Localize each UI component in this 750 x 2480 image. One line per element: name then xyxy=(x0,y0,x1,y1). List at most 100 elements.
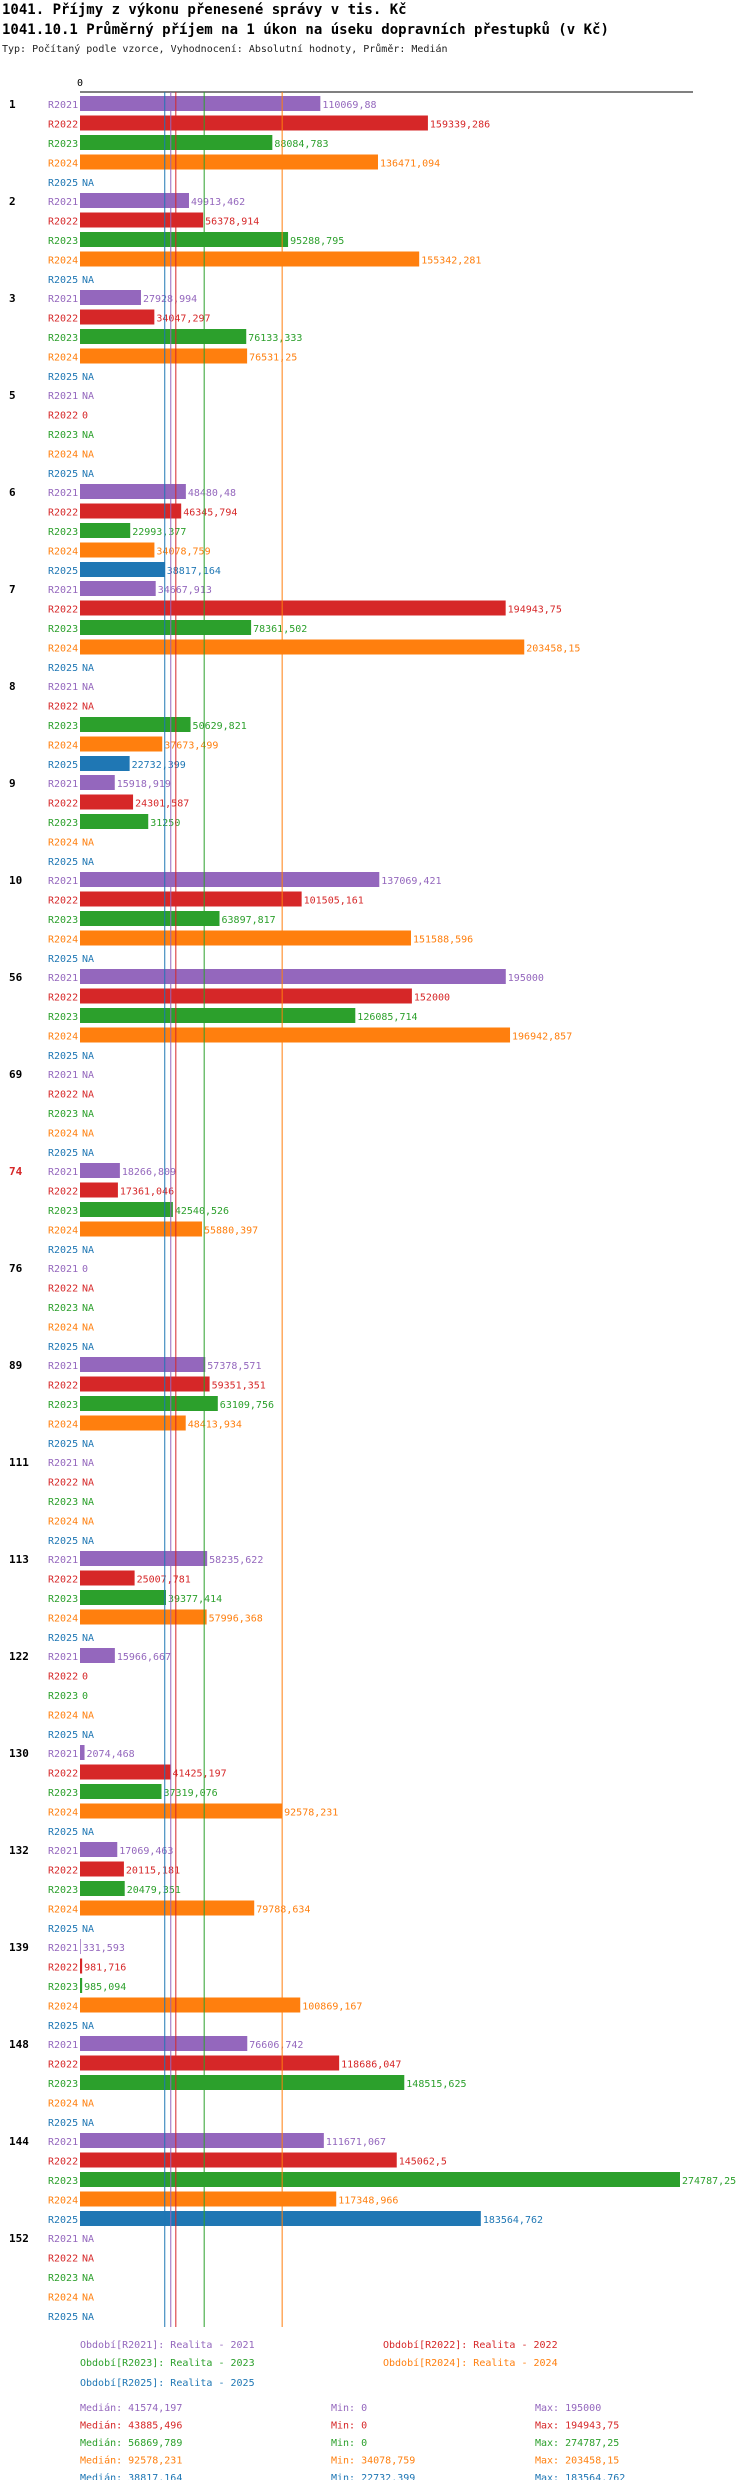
bar xyxy=(80,756,130,771)
bar-value-label: 183564,762 xyxy=(483,2215,543,2226)
bar-value-label: 37673,499 xyxy=(164,741,218,752)
series-row-label: R2024 xyxy=(48,644,78,655)
bar-value-label: 57996,368 xyxy=(209,1614,263,1625)
bar-value-label: 34078,759 xyxy=(156,547,210,558)
bar-value-label: NA xyxy=(82,1129,94,1140)
series-row-label: R2021 xyxy=(48,876,78,887)
bar-value-label: NA xyxy=(82,1342,94,1353)
series-row-label: R2022 xyxy=(48,508,78,519)
bar xyxy=(80,581,156,596)
bar xyxy=(80,1551,208,1566)
series-row-label: R2023 xyxy=(48,236,78,247)
series-row-label: R2022 xyxy=(48,799,78,810)
bar xyxy=(80,1784,162,1799)
stat-median: Medián: 92578,231 xyxy=(80,2455,182,2467)
bar xyxy=(80,1182,118,1198)
bar-value-label: NA xyxy=(82,663,94,674)
bar-value-label: NA xyxy=(82,178,94,189)
series-row-label: R2021 xyxy=(48,1749,78,1760)
bar xyxy=(80,523,131,538)
bar-value-label: 88084,783 xyxy=(274,139,328,150)
series-row-label: R2024 xyxy=(48,2293,78,2304)
series-row-label: R2023 xyxy=(48,1594,78,1605)
bar xyxy=(80,1357,206,1372)
series-row-label: R2023 xyxy=(48,1691,78,1702)
bar-value-label: 155342,281 xyxy=(421,256,481,267)
bar-value-label: NA xyxy=(82,682,94,693)
bar xyxy=(80,930,411,946)
bar-value-label: 0 xyxy=(82,411,88,422)
bar-value-label: 57378,571 xyxy=(207,1361,261,1372)
bar-value-label: 50629,821 xyxy=(193,721,247,732)
bar xyxy=(80,1415,186,1431)
series-row-label: R2021 xyxy=(48,1458,78,1469)
bar-value-label: 152000 xyxy=(414,993,450,1004)
series-row-label: R2021 xyxy=(48,197,78,208)
series-row-label: R2021 xyxy=(48,1943,78,1954)
series-row-label: R2025 xyxy=(48,1536,78,1547)
stat-max: Max: 183564,762 xyxy=(535,2473,625,2480)
bar xyxy=(80,1202,173,1217)
bar-value-label: 25007,781 xyxy=(137,1575,191,1586)
bar-value-label: NA xyxy=(82,1478,94,1489)
series-row-label: R2022 xyxy=(48,993,78,1004)
bar-value-label: NA xyxy=(82,1517,94,1528)
bar-value-label: NA xyxy=(82,2293,94,2304)
category-label: 74 xyxy=(9,1165,23,1178)
bar-value-label: 0 xyxy=(82,1672,88,1683)
series-row-label: R2021 xyxy=(48,391,78,402)
bar xyxy=(80,2172,680,2187)
series-row-label: R2025 xyxy=(48,1924,78,1935)
bar xyxy=(80,1745,85,1760)
series-row-label: R2025 xyxy=(48,760,78,771)
chart-info: Typ: Počítaný podle vzorce, Vyhodnocení:… xyxy=(2,44,448,55)
bar-value-label: NA xyxy=(82,1458,94,1469)
series-row-label: R2021 xyxy=(48,1167,78,1178)
series-row-label: R2022 xyxy=(48,2060,78,2071)
bar xyxy=(80,1008,356,1023)
series-row-label: R2025 xyxy=(48,663,78,674)
series-row-label: R2025 xyxy=(48,1148,78,1159)
bar-value-label: 194943,75 xyxy=(508,605,562,616)
bar-value-label: NA xyxy=(82,954,94,965)
bar-value-label: 49913,462 xyxy=(191,197,245,208)
bar-value-label: 76531,25 xyxy=(249,353,297,364)
bar-value-label: NA xyxy=(82,857,94,868)
series-row-label: R2023 xyxy=(48,139,78,150)
bar xyxy=(80,484,186,499)
series-row-label: R2022 xyxy=(48,1963,78,1974)
series-row-label: R2024 xyxy=(48,1905,78,1916)
series-row-label: R2023 xyxy=(48,721,78,732)
series-row-label: R2022 xyxy=(48,2157,78,2168)
bar-value-label: 111671,067 xyxy=(326,2137,386,2148)
bar-value-label: 0 xyxy=(82,1691,88,1702)
category-label: 130 xyxy=(9,1747,29,1760)
bar-value-label: 985,094 xyxy=(84,1982,126,1993)
series-row-label: R2023 xyxy=(48,818,78,829)
bar-value-label: 76606,742 xyxy=(249,2040,303,2051)
category-label: 3 xyxy=(9,292,16,305)
bar-value-label: 17069,463 xyxy=(119,1846,173,1857)
series-row-label: R2025 xyxy=(48,2312,78,2323)
category-label: 122 xyxy=(9,1650,29,1663)
bar xyxy=(80,290,141,305)
bar-value-label: 17361,046 xyxy=(120,1187,174,1198)
series-row-label: R2023 xyxy=(48,1206,78,1217)
series-row-label: R2025 xyxy=(48,469,78,480)
series-row-label: R2025 xyxy=(48,1245,78,1256)
bar-value-label: NA xyxy=(82,2234,94,2245)
series-row-label: R2023 xyxy=(48,1303,78,1314)
bar-value-label: NA xyxy=(82,1497,94,1508)
bar xyxy=(80,1881,125,1896)
bar xyxy=(80,1803,283,1819)
series-row-label: R2022 xyxy=(48,411,78,422)
series-row-label: R2021 xyxy=(48,2234,78,2245)
bar-value-label: 151588,596 xyxy=(413,935,473,946)
bar-value-label: NA xyxy=(82,2021,94,2032)
series-row-label: R2023 xyxy=(48,1497,78,1508)
bar-value-label: 56378,914 xyxy=(205,217,259,228)
bar xyxy=(80,1861,124,1877)
category-label: 6 xyxy=(9,486,16,499)
series-row-label: R2023 xyxy=(48,527,78,538)
